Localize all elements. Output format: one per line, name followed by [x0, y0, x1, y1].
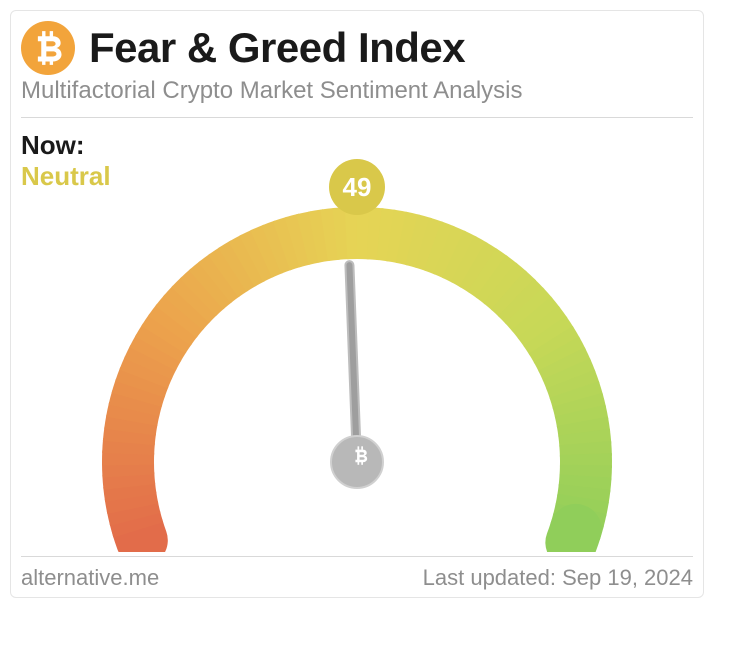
header: Fear & Greed Index [21, 21, 693, 75]
footer-updated-date: Sep 19, 2024 [562, 565, 693, 590]
page-title: Fear & Greed Index [89, 26, 465, 70]
page-subtitle: Multifactorial Crypto Market Sentiment A… [21, 77, 693, 118]
svg-text:49: 49 [343, 172, 372, 202]
footer: alternative.me Last updated: Sep 19, 202… [21, 556, 693, 591]
fear-greed-card: Fear & Greed Index Multifactorial Crypto… [10, 10, 704, 598]
footer-updated-prefix: Last updated: [423, 565, 562, 590]
footer-source: alternative.me [21, 565, 159, 591]
gauge-chart: 49 [21, 132, 693, 552]
bitcoin-icon [21, 21, 75, 75]
footer-updated: Last updated: Sep 19, 2024 [423, 565, 693, 591]
